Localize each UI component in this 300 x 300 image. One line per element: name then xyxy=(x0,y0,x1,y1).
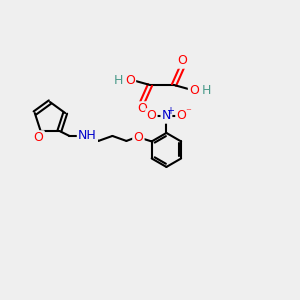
Text: O: O xyxy=(146,110,156,122)
Text: O: O xyxy=(134,131,143,144)
Text: O: O xyxy=(176,110,186,122)
Text: O: O xyxy=(137,103,147,116)
Text: O: O xyxy=(177,55,187,68)
Text: O: O xyxy=(34,131,44,144)
Text: N: N xyxy=(162,110,171,122)
Text: O: O xyxy=(125,74,135,86)
Text: H: H xyxy=(113,74,123,86)
Text: O: O xyxy=(189,83,199,97)
Text: H: H xyxy=(201,83,211,97)
Text: ⁻: ⁻ xyxy=(185,107,191,117)
Text: +: + xyxy=(167,106,174,116)
Text: NH: NH xyxy=(78,129,97,142)
